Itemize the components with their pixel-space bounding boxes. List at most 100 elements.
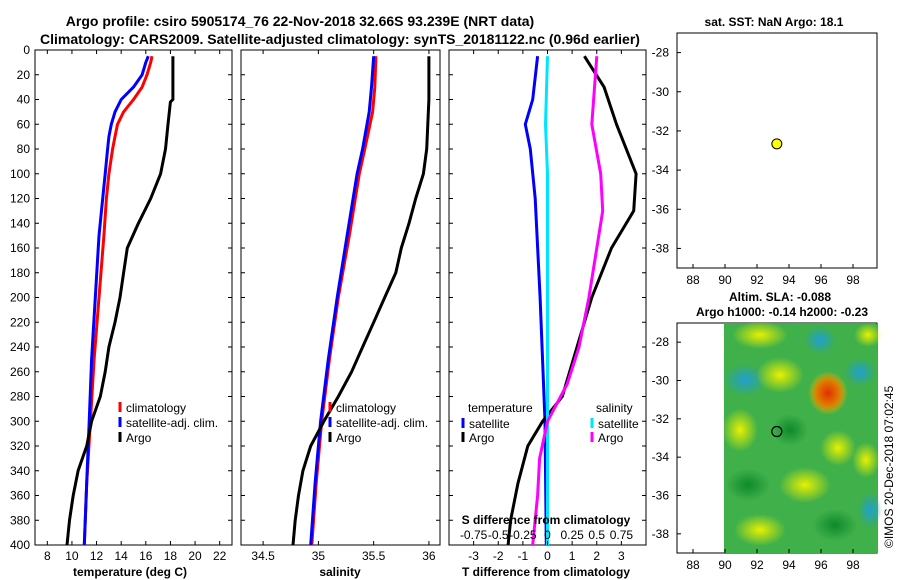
temperature-xtick-labels: 8 10 12 14 16 18 20 22 xyxy=(44,50,227,563)
x-tick-label: -2 xyxy=(493,549,504,563)
x-tick-label: 8 xyxy=(44,549,51,563)
sla-anomaly xyxy=(734,514,786,546)
map-x-tick-label: 98 xyxy=(846,558,860,572)
difference-xlabel: T difference from climatology xyxy=(462,565,630,579)
sla-anomaly xyxy=(726,469,770,501)
depth-tick-label: 0 xyxy=(23,43,30,57)
depth-tick-label: 120 xyxy=(10,192,30,206)
x-tick-label: 34.5 xyxy=(251,549,275,563)
title-line-1: Argo profile: csiro 5905174_76 22-Nov-20… xyxy=(66,13,534,29)
sst-map-axes xyxy=(676,32,878,269)
depth-tick-label: 200 xyxy=(10,291,30,305)
sla-anomaly xyxy=(808,371,848,415)
x-tick-label: 12 xyxy=(90,549,104,563)
sla-anomaly xyxy=(858,492,882,528)
legend-label-argo: Argo xyxy=(336,431,362,445)
map-x-tick-label: 90 xyxy=(718,273,732,287)
depth-tick-label: 20 xyxy=(17,68,31,82)
depth-tick-labels: 0 20 40 60 80 100 120 140 160 180 200 220 240 260 280 3… xyxy=(10,43,646,552)
depth-tick-label: 180 xyxy=(10,266,30,280)
depth-tick-label: 240 xyxy=(10,340,30,354)
legend-label-satellite: satellite-adj. clim. xyxy=(126,416,218,430)
series-line-satellite xyxy=(309,56,376,546)
map-y-tick-label: -34 xyxy=(652,163,670,177)
sla-anomaly xyxy=(723,364,767,396)
depth-tick-label: 340 xyxy=(10,464,30,478)
x-tick-label: 35.5 xyxy=(362,549,386,563)
map-x-tick-label: 96 xyxy=(814,273,828,287)
s-diff-tick-label: 0.25 xyxy=(560,528,584,542)
depth-tick-label: 140 xyxy=(10,216,30,230)
s-diff-tick-label: 0.75 xyxy=(610,528,634,542)
map-x-tick-label: 96 xyxy=(814,558,828,572)
temperature-plot xyxy=(65,55,175,546)
legend-title-salinity: salinity xyxy=(596,401,633,415)
depth-tick-label: 160 xyxy=(10,241,30,255)
sla-anomaly xyxy=(779,467,831,503)
map-x-tick-label: 94 xyxy=(782,273,796,287)
x-tick-label: 14 xyxy=(115,549,129,563)
sla-anomaly xyxy=(732,321,788,349)
map-x-tick-label: 98 xyxy=(846,273,860,287)
map-y-tick-label: -38 xyxy=(652,527,670,541)
map-x-tick-label: 94 xyxy=(782,558,796,572)
salinity-difference-label: S difference from climatology xyxy=(462,513,631,527)
s-diff-tick-label: -0.75 xyxy=(460,528,488,542)
sla-anomaly xyxy=(756,357,804,393)
sst-map-title: sat. SST: NaN Argo: 18.1 xyxy=(705,15,844,29)
depth-tick-label: 320 xyxy=(10,439,30,453)
s-diff-tick-label: -0.5 xyxy=(488,528,509,542)
sla-anomaly xyxy=(844,358,876,386)
map-y-tick-label: -36 xyxy=(652,202,670,216)
difference-legend: temperature satellite Argo salinity sate… xyxy=(461,401,639,445)
legend-label-temp-satellite: satellite xyxy=(469,417,510,431)
legend-label-climatology: climatology xyxy=(336,401,396,415)
map-y-tick-label: -36 xyxy=(652,489,670,503)
legend-label-sal-argo: Argo xyxy=(598,431,624,445)
s-diff-tick-label: -0.25 xyxy=(509,528,537,542)
salinity-difference-tick-labels: -0.75 -0.5 -0.25 0 0.25 0.5 0.75 xyxy=(460,528,633,542)
depth-tick-label: 400 xyxy=(10,538,30,552)
series-line-satellite xyxy=(523,56,548,546)
map-y-tick-label: -30 xyxy=(652,85,670,99)
sla-anomaly xyxy=(854,323,882,347)
salinity-axes xyxy=(240,49,441,546)
x-tick-label: 1 xyxy=(569,549,576,563)
argo-float-marker-sla xyxy=(771,425,783,438)
sla-anomaly xyxy=(852,442,880,478)
x-tick-label: -1 xyxy=(518,549,529,563)
map-y-tick-label: -30 xyxy=(652,374,670,388)
sla-anomaly xyxy=(820,430,856,466)
temperature-axes xyxy=(34,49,233,546)
series-line-argo xyxy=(65,56,175,546)
salinity-legend: climatology satellite-adj. clim. Argo xyxy=(328,401,428,445)
x-tick-label: -3 xyxy=(468,549,479,563)
sla-anomaly xyxy=(813,509,857,541)
map-y-tick-label: -38 xyxy=(652,241,670,255)
legend-label-argo: Argo xyxy=(126,431,152,445)
depth-tick-label: 100 xyxy=(10,167,30,181)
map-x-tick-label: 88 xyxy=(686,558,700,572)
x-tick-label: 20 xyxy=(188,549,202,563)
x-tick-label: 3 xyxy=(618,549,625,563)
map-x-tick-label: 90 xyxy=(718,558,732,572)
sla-map-title-2: Argo h1000: -0.14 h2000: -0.23 xyxy=(696,305,868,319)
sla-anomaly xyxy=(772,414,808,446)
map-y-tick-label: -28 xyxy=(652,46,670,60)
series-line-sal_argo xyxy=(531,56,605,546)
sla-map-ticks: 88 90 92 94 96 98 -28 -30 -32 -34 -36 -38 xyxy=(652,335,860,572)
depth-tick-label: 60 xyxy=(17,117,31,131)
salinity-plot xyxy=(291,56,431,546)
legend-title-temperature: temperature xyxy=(468,401,533,415)
x-tick-label: 16 xyxy=(139,549,153,563)
depth-tick-label: 80 xyxy=(17,142,31,156)
depth-tick-label: 40 xyxy=(17,93,31,107)
salinity-xlabel: salinity xyxy=(319,565,361,579)
depth-tick-label: 380 xyxy=(10,513,30,527)
sla-heatmap xyxy=(722,321,882,553)
series-line-satellite xyxy=(82,55,150,546)
series-line-climatology xyxy=(82,55,154,546)
depth-tick-label: 300 xyxy=(10,414,30,428)
x-tick-label: 18 xyxy=(164,549,178,563)
map-y-tick-label: -34 xyxy=(652,450,670,464)
